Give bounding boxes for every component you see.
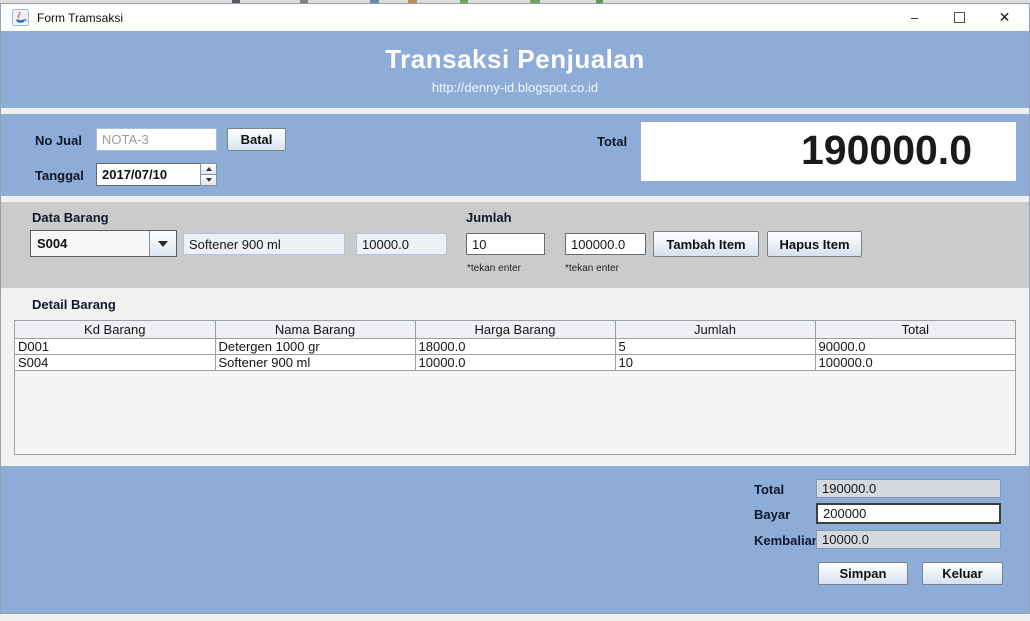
tambah-item-button[interactable]: Tambah Item (653, 231, 759, 257)
batal-button[interactable]: Batal (227, 128, 286, 151)
cell-total[interactable]: 100000.0 (814, 353, 1015, 371)
cell-total[interactable]: 90000.0 (814, 337, 1015, 355)
no-jual-label: No Jual (35, 133, 82, 148)
simpan-button[interactable]: Simpan (818, 562, 908, 585)
close-icon[interactable]: ✕ (998, 9, 1011, 25)
payment-bayar-input[interactable] (816, 503, 1001, 524)
payment-kembalian-label: Kembalian (754, 533, 820, 548)
title-bar: Form Tramsaksi – ☐ ✕ (1, 4, 1029, 31)
payment-total-label: Total (754, 482, 785, 497)
invoice-total-label: Total (597, 134, 628, 149)
col-nama-barang[interactable]: Nama Barang (214, 321, 416, 339)
col-kd-barang[interactable]: Kd Barang (15, 321, 216, 339)
no-jual-field: NOTA-3 (96, 128, 217, 151)
jumlah-label: Jumlah (466, 210, 512, 225)
tanggal-spinner[interactable]: 2017/07/10 (96, 163, 217, 186)
cell-harga-barang[interactable]: 18000.0 (414, 337, 616, 355)
cell-harga-barang[interactable]: 10000.0 (414, 353, 616, 371)
tanggal-label: Tanggal (35, 168, 84, 183)
table-header-row: Kd Barang Nama Barang Harga Barang Jumla… (15, 321, 1015, 339)
detail-table: Kd Barang Nama Barang Harga Barang Jumla… (15, 321, 1015, 371)
kode-barang-selected: S004 (37, 236, 68, 251)
col-jumlah[interactable]: Jumlah (614, 321, 816, 339)
col-harga-barang[interactable]: Harga Barang (414, 321, 616, 339)
cell-nama-barang[interactable]: Detergen 1000 gr (214, 337, 416, 355)
data-barang-label: Data Barang (32, 210, 109, 225)
payment-bayar-label: Bayar (754, 507, 791, 522)
table-row[interactable]: D001 Detergen 1000 gr 18000.0 5 90000.0 (15, 337, 1015, 355)
desktop-background (0, 0, 1030, 3)
window-title: Form Tramsaksi (37, 10, 124, 25)
harga-barang-field: 10000.0 (356, 233, 447, 255)
cell-nama-barang[interactable]: Softener 900 ml (214, 353, 416, 371)
detail-table-scrollpane[interactable]: Kd Barang Nama Barang Harga Barang Jumla… (14, 320, 1016, 455)
cell-kd-barang[interactable]: D001 (15, 337, 216, 355)
java-app-icon (12, 9, 29, 26)
page-subtitle: http://denny-id.blogspot.co.id (431, 80, 599, 95)
header-panel (1, 31, 1029, 108)
keluar-button[interactable]: Keluar (922, 562, 1003, 585)
chevron-down-icon[interactable] (149, 231, 176, 256)
kode-barang-combobox[interactable]: S004 (30, 230, 177, 257)
section-divider (1, 288, 1029, 292)
cell-jumlah[interactable]: 5 (614, 337, 816, 355)
spinner-up-icon[interactable] (200, 163, 217, 175)
window-bottom-edge (0, 614, 1030, 621)
payment-total-field: 190000.0 (816, 479, 1001, 498)
cell-jumlah[interactable]: 10 (614, 353, 816, 371)
subtotal-hint: *tekan enter (565, 263, 619, 274)
invoice-total-display: 190000.0 (641, 122, 1016, 181)
minimize-icon[interactable]: – (910, 10, 919, 25)
page-title: Transaksi Penjualan (385, 44, 645, 74)
col-total[interactable]: Total (814, 321, 1015, 339)
section-divider (1, 196, 1029, 202)
tanggal-value[interactable]: 2017/07/10 (96, 163, 200, 186)
nama-barang-field: Softener 900 ml (183, 233, 345, 255)
cell-kd-barang[interactable]: S004 (15, 353, 216, 371)
jumlah-hint: *tekan enter (467, 263, 521, 274)
maximize-icon[interactable]: ☐ (952, 9, 967, 27)
payment-kembalian-field: 10000.0 (816, 530, 1001, 549)
jumlah-input[interactable] (466, 233, 545, 255)
hapus-item-button[interactable]: Hapus Item (767, 231, 862, 257)
section-divider (1, 108, 1029, 114)
subtotal-input[interactable] (565, 233, 646, 255)
detail-barang-label: Detail Barang (32, 297, 116, 312)
spinner-down-icon[interactable] (200, 175, 217, 186)
table-row[interactable]: S004 Softener 900 ml 10000.0 10 100000.0 (15, 353, 1015, 371)
